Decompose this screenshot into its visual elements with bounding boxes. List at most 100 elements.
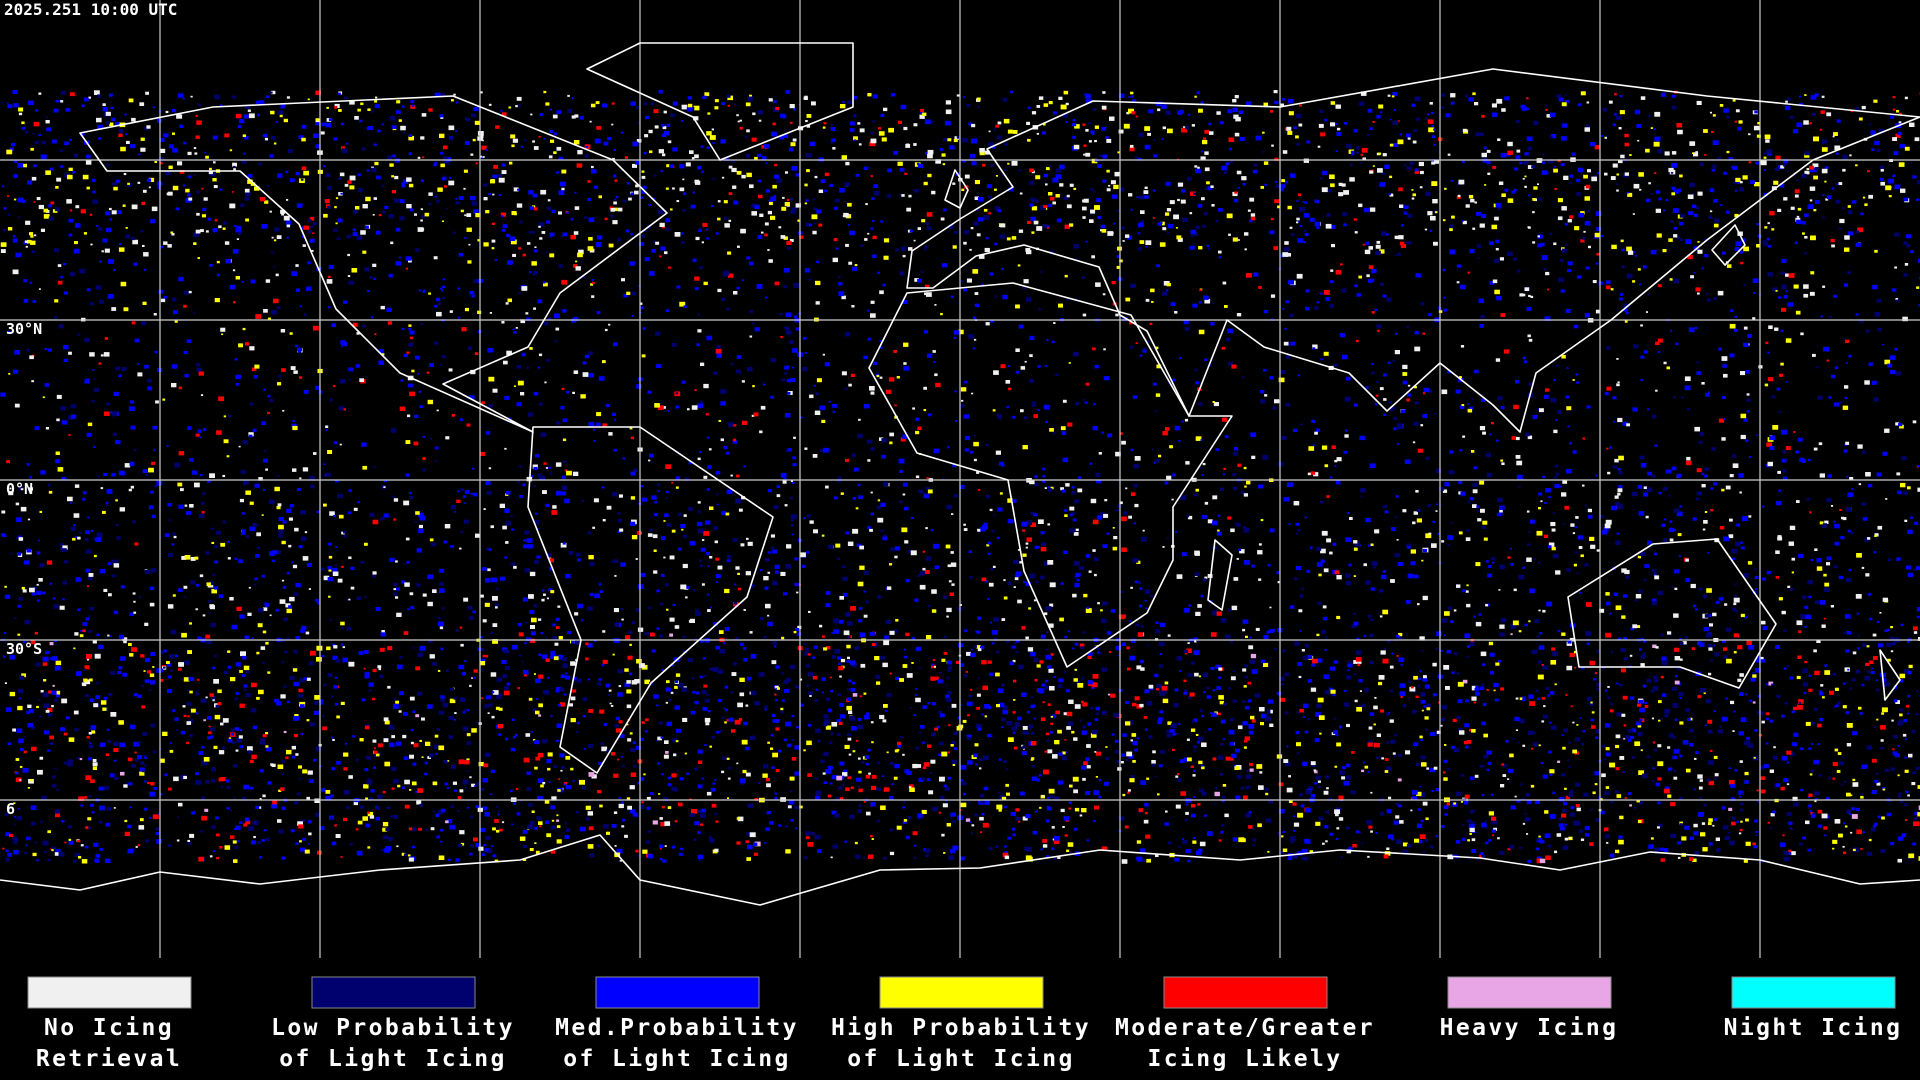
icing-pixel <box>792 482 795 484</box>
icing-pixel <box>1701 472 1705 475</box>
icing-pixel <box>724 627 730 631</box>
icing-pixel <box>457 490 460 493</box>
icing-pixel <box>32 132 35 135</box>
icing-pixel <box>1895 371 1902 376</box>
icing-pixel <box>989 621 993 624</box>
icing-pixel <box>1555 364 1559 367</box>
icing-pixel <box>749 94 752 98</box>
icing-pixel <box>1604 523 1611 529</box>
icing-pixel <box>1378 104 1384 109</box>
icing-pixel <box>292 425 298 431</box>
icing-pixel <box>876 505 881 510</box>
icing-pixel <box>1722 396 1726 400</box>
icing-pixel <box>243 480 249 486</box>
icing-pixel <box>924 284 930 289</box>
icing-pixel <box>223 415 227 418</box>
icing-pixel <box>429 363 434 367</box>
icing-pixel <box>843 593 848 597</box>
icing-pixel <box>900 246 907 251</box>
icing-pixel <box>531 617 537 623</box>
icing-pixel <box>1918 303 1920 307</box>
icing-pixel <box>168 552 174 557</box>
icing-pixel <box>2 228 6 232</box>
icing-pixel <box>293 370 298 374</box>
icing-pixel <box>522 597 529 602</box>
icing-pixel <box>391 175 394 178</box>
icing-pixel <box>1831 187 1835 190</box>
icing-pixel <box>440 116 444 119</box>
icing-pixel <box>1552 511 1556 514</box>
icing-pixel <box>488 376 495 382</box>
icing-pixel <box>1323 351 1329 356</box>
icing-pixel <box>730 474 733 477</box>
icing-pixel <box>69 209 73 212</box>
icing-pixel <box>1809 291 1815 296</box>
icing-pixel <box>1316 301 1320 304</box>
icing-pixel <box>1389 406 1396 411</box>
icing-pixel <box>1847 529 1851 533</box>
icing-pixel <box>208 581 214 586</box>
icing-pixel <box>1393 417 1398 421</box>
icing-pixel <box>1499 257 1504 261</box>
icing-pixel <box>969 576 973 579</box>
icing-pixel <box>473 107 479 112</box>
icing-pixel <box>159 138 165 142</box>
icing-pixel <box>105 501 109 504</box>
icing-pixel <box>489 312 492 314</box>
icing-pixel <box>1215 219 1219 223</box>
icing-pixel <box>1679 174 1683 178</box>
icing-pixel <box>335 546 338 548</box>
icing-pixel <box>1769 446 1775 450</box>
icing-pixel <box>389 116 395 121</box>
icing-pixel <box>1011 236 1017 240</box>
icing-pixel <box>243 152 246 155</box>
icing-pixel <box>1528 338 1533 342</box>
icing-pixel <box>825 485 829 489</box>
icing-pixel <box>1629 154 1632 156</box>
icing-pixel <box>889 432 894 437</box>
icing-pixel <box>524 139 527 142</box>
icing-pixel <box>1904 96 1908 100</box>
icing-pixel <box>584 154 589 158</box>
icing-pixel <box>1046 167 1050 171</box>
icing-pixel <box>1359 162 1362 165</box>
icing-pixel <box>721 102 725 105</box>
icing-pixel <box>1043 103 1049 107</box>
icing-pixel <box>574 191 577 194</box>
icing-pixel <box>994 206 1001 211</box>
icing-pixel <box>1560 163 1565 167</box>
icing-pixel <box>1842 168 1846 172</box>
icing-pixel <box>1903 197 1909 202</box>
icing-pixel <box>878 131 885 136</box>
icing-pixel <box>1 533 6 537</box>
icing-pixel <box>1580 91 1586 96</box>
icing-pixel <box>1201 224 1206 228</box>
icing-pixel <box>1092 347 1096 351</box>
icing-pixel <box>1595 262 1599 265</box>
icing-pixel <box>1042 224 1048 229</box>
icing-pixel <box>1237 186 1240 189</box>
icing-pixel <box>1625 311 1629 315</box>
icing-pixel <box>1393 108 1397 111</box>
icing-pixel <box>13 160 17 163</box>
icing-pixel <box>429 538 434 542</box>
icing-pixel <box>20 506 27 512</box>
icing-pixel <box>995 175 998 177</box>
icing-pixel <box>789 377 795 382</box>
icing-pixel <box>1780 329 1784 332</box>
icing-pixel <box>1330 122 1336 127</box>
icing-pixel <box>1669 278 1673 281</box>
icing-pixel <box>853 136 858 141</box>
icing-pixel <box>1411 103 1416 107</box>
icing-pixel <box>370 316 374 319</box>
icing-pixel <box>1695 287 1701 292</box>
icing-pixel <box>422 457 426 460</box>
icing-pixel <box>1843 338 1846 340</box>
icing-pixel <box>1763 152 1767 155</box>
icing-pixel <box>327 306 331 309</box>
icing-pixel <box>764 222 769 226</box>
icing-pixel <box>138 596 141 598</box>
icing-pixel <box>1156 364 1162 369</box>
icing-pixel <box>1688 211 1694 216</box>
icing-pixel <box>831 138 836 142</box>
